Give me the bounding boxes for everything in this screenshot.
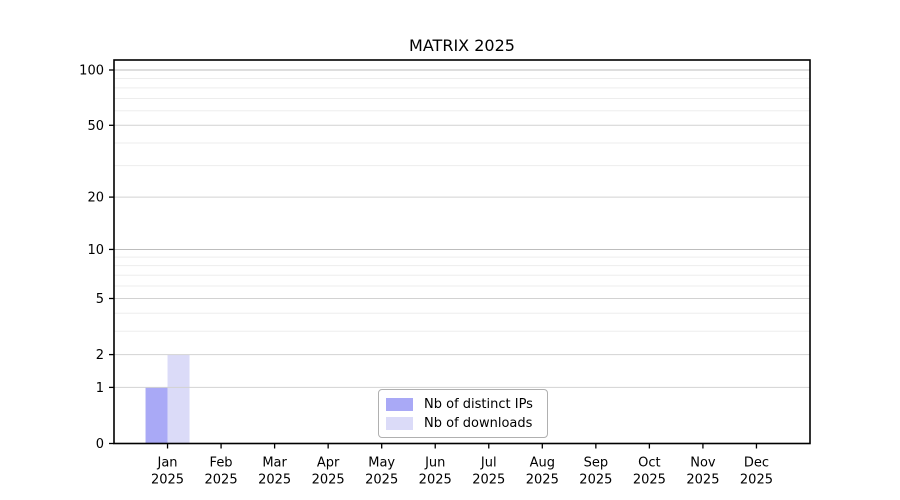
x-tick-month: Jun [424,456,445,471]
x-tick-month: Jan [157,456,178,471]
legend-label-downloads: Nb of downloads [424,416,533,431]
x-tick-year: 2025 [312,473,345,488]
x-tick-year: 2025 [258,473,291,488]
legend-item-distinct-ips: Nb of distinct IPs [386,396,539,414]
plot-frame [113,59,811,445]
x-tick-year: 2025 [205,473,238,488]
y-tick-label: 1 [96,381,104,396]
y-tick-label: 0 [96,437,104,452]
x-tick-year: 2025 [686,473,719,488]
bars-series-1 [167,354,190,444]
y-axis: 0 1 2 5 10 20 50 100 [79,64,114,452]
x-tick-month: Feb [210,456,233,471]
legend-swatch-downloads-icon [386,417,413,430]
x-tick-month: May [368,456,395,471]
x-tick-year: 2025 [472,473,505,488]
y-tick-label: 10 [87,243,104,258]
y-tick-label: 50 [87,119,104,134]
x-tick-month: Apr [317,456,340,471]
x-tick-month: Mar [262,456,287,471]
y-tick-label: 2 [96,348,104,363]
chart-title: MATRIX 2025 [409,36,515,55]
x-tick-month: Nov [690,456,716,471]
bars-series-0 [145,387,168,444]
y-tick-label: 20 [87,191,104,206]
legend-swatch-distinct-ips-icon [386,398,413,411]
gridlines [114,69,810,388]
x-tick-year: 2025 [419,473,452,488]
legend-label-distinct-ips: Nb of distinct IPs [424,397,533,412]
x-tick-year: 2025 [740,473,773,488]
y-tick-label: 5 [96,292,104,307]
y-tick-label: 100 [79,64,104,79]
x-tick-year: 2025 [151,473,184,488]
x-tick-month: Aug [530,456,555,471]
x-tick-year: 2025 [526,473,559,488]
x-tick-year: 2025 [365,473,398,488]
x-tick-month: Dec [744,456,769,471]
x-tick-month: Sep [584,456,609,471]
x-tick-month: Oct [638,456,660,471]
x-tick-month: Jul [480,456,497,471]
x-tick-year: 2025 [579,473,612,488]
legend-item-downloads: Nb of downloads [386,415,539,433]
x-tick-year: 2025 [633,473,666,488]
legend: Nb of distinct IPs Nb of downloads [378,389,548,438]
x-axis: Jan 2025 Feb 2025 Mar 2025 Apr 2025 May 2025 Jun 20… [151,443,773,488]
